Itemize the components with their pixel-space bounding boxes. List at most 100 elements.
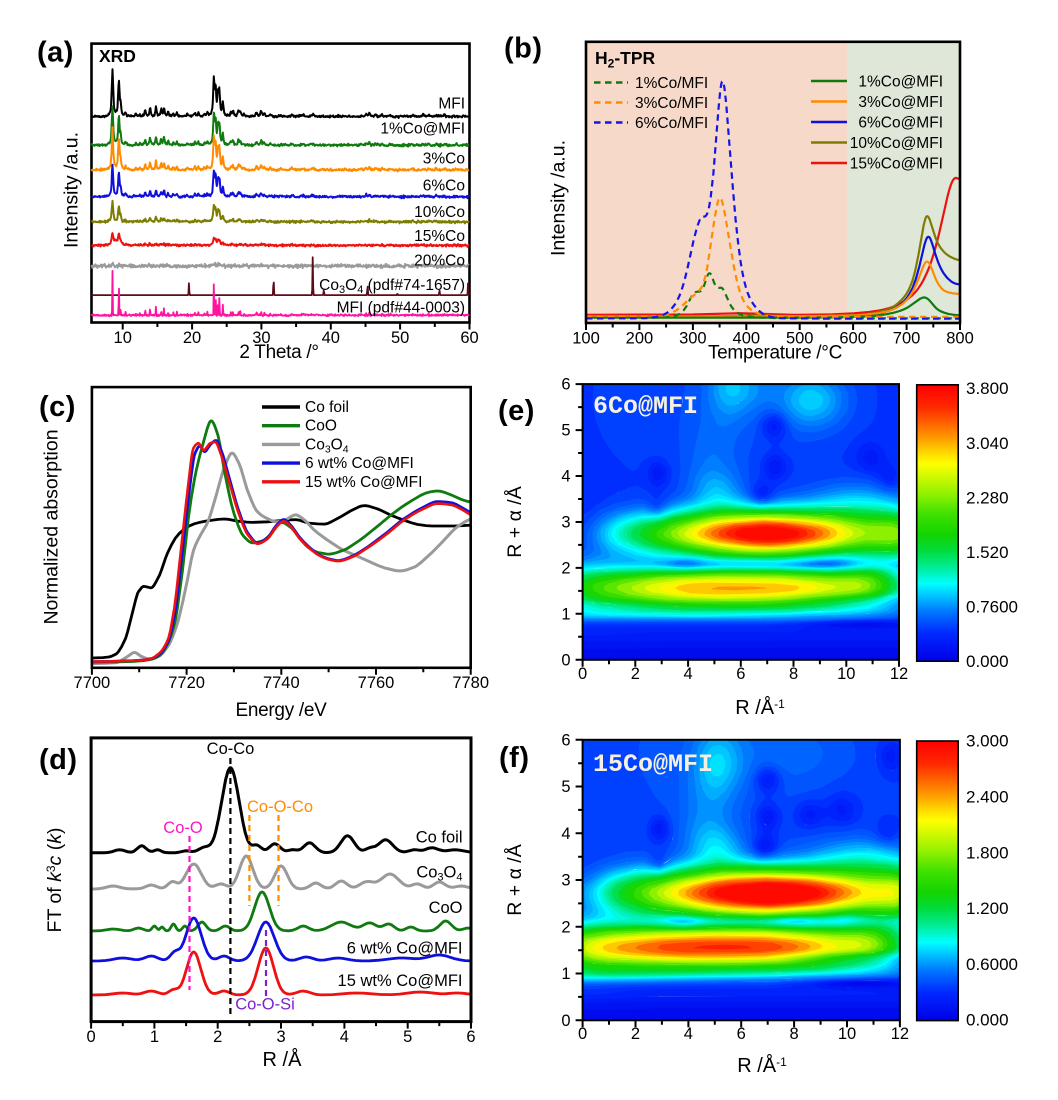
- svg-text:15Co@MFI: 15Co@MFI: [593, 750, 713, 779]
- svg-text:R /Å-1: R /Å-1: [737, 1054, 787, 1077]
- svg-text:0.000: 0.000: [966, 652, 1009, 671]
- svg-text:3.000: 3.000: [966, 732, 1009, 751]
- svg-text:2: 2: [213, 1028, 222, 1046]
- svg-text:500: 500: [786, 330, 814, 348]
- svg-text:10: 10: [837, 665, 855, 683]
- svg-text:CoO: CoO: [305, 418, 337, 435]
- svg-text:10: 10: [838, 1025, 856, 1043]
- svg-text:Co-O-Si: Co-O-Si: [235, 996, 295, 1014]
- svg-text:2 Theta /°: 2 Theta /°: [239, 342, 318, 363]
- svg-text:5: 5: [403, 1028, 412, 1046]
- svg-text:Normalized absorption: Normalized absorption: [41, 429, 63, 624]
- svg-text:2: 2: [631, 665, 640, 683]
- svg-text:0: 0: [561, 1012, 570, 1030]
- svg-text:R /Å-1: R /Å-1: [735, 696, 785, 719]
- svg-text:6 wt% Co@MFI: 6 wt% Co@MFI: [347, 939, 463, 957]
- svg-text:CoO: CoO: [429, 899, 463, 917]
- svg-text:800: 800: [946, 330, 974, 348]
- svg-text:2.400: 2.400: [966, 787, 1009, 806]
- svg-text:7740: 7740: [263, 674, 300, 692]
- svg-text:20%Co: 20%Co: [414, 252, 465, 269]
- svg-text:5: 5: [561, 422, 570, 440]
- svg-text:4: 4: [684, 1025, 693, 1043]
- svg-text:3%Co: 3%Co: [423, 151, 465, 168]
- svg-text:1.200: 1.200: [966, 899, 1009, 918]
- svg-text:3: 3: [561, 513, 570, 531]
- svg-text:10%Co@MFI: 10%Co@MFI: [850, 135, 943, 152]
- svg-text:5: 5: [561, 778, 570, 796]
- svg-text:Temperature /°C: Temperature /°C: [708, 343, 842, 364]
- svg-text:0: 0: [578, 665, 587, 683]
- svg-text:0.7600: 0.7600: [966, 598, 1018, 617]
- svg-text:Co-O: Co-O: [163, 819, 203, 837]
- svg-text:1.520: 1.520: [966, 543, 1009, 562]
- svg-text:(a): (a): [37, 37, 74, 69]
- svg-text:Co-O-Co: Co-O-Co: [247, 798, 313, 816]
- svg-text:12: 12: [891, 1025, 909, 1043]
- svg-text:7780: 7780: [452, 674, 489, 692]
- svg-text:1: 1: [561, 605, 570, 623]
- svg-text:H2-TPR: H2-TPR: [595, 48, 656, 71]
- svg-text:6 wt% Co@MFI: 6 wt% Co@MFI: [305, 455, 414, 472]
- svg-text:6: 6: [561, 376, 570, 394]
- svg-text:1%Co@MFI: 1%Co@MFI: [380, 121, 465, 138]
- svg-text:6: 6: [736, 665, 745, 683]
- svg-text:300: 300: [679, 330, 707, 348]
- svg-text:600: 600: [839, 330, 867, 348]
- svg-text:(e): (e): [498, 395, 535, 427]
- svg-text:6%Co@MFI: 6%Co@MFI: [858, 115, 943, 132]
- svg-text:100: 100: [572, 330, 600, 348]
- svg-text:(c): (c): [39, 391, 76, 423]
- svg-text:2.280: 2.280: [966, 488, 1009, 507]
- svg-text:2: 2: [561, 918, 570, 936]
- svg-text:(d): (d): [39, 744, 78, 776]
- svg-text:40: 40: [322, 329, 340, 347]
- svg-text:Co3O4: Co3O4: [305, 436, 349, 455]
- svg-text:7760: 7760: [358, 674, 395, 692]
- svg-text:XRD: XRD: [99, 46, 136, 66]
- svg-text:0: 0: [578, 1025, 587, 1043]
- svg-text:1%Co/MFI: 1%Co/MFI: [635, 75, 708, 92]
- svg-text:3: 3: [276, 1028, 285, 1046]
- svg-text:4: 4: [561, 468, 570, 486]
- svg-text:10: 10: [114, 329, 132, 347]
- svg-text:FT of k3c (k): FT of k3c (k): [44, 828, 66, 933]
- svg-text:Intensity /a.u.: Intensity /a.u.: [548, 140, 570, 256]
- svg-text:8: 8: [790, 1025, 799, 1043]
- svg-text:Energy /eV: Energy /eV: [236, 700, 328, 721]
- svg-text:10%Co: 10%Co: [414, 204, 465, 221]
- svg-text:Co3O4 (pdf#74-1657): Co3O4 (pdf#74-1657): [319, 277, 465, 296]
- svg-text:6: 6: [737, 1025, 746, 1043]
- svg-text:1%Co@MFI: 1%Co@MFI: [858, 74, 943, 91]
- svg-text:0.6000: 0.6000: [966, 955, 1018, 974]
- svg-text:R + α /Å: R + α /Å: [503, 486, 526, 557]
- svg-text:20: 20: [183, 329, 201, 347]
- svg-text:2: 2: [561, 559, 570, 577]
- svg-text:1.800: 1.800: [966, 843, 1009, 862]
- svg-text:3.800: 3.800: [966, 379, 1009, 398]
- svg-text:6: 6: [561, 731, 570, 749]
- svg-text:3: 3: [561, 872, 570, 890]
- svg-text:Co-Co: Co-Co: [207, 740, 255, 758]
- svg-text:4: 4: [340, 1028, 349, 1046]
- svg-text:15 wt% Co@MFI: 15 wt% Co@MFI: [305, 474, 422, 491]
- svg-text:4: 4: [561, 825, 570, 843]
- svg-text:700: 700: [893, 330, 921, 348]
- svg-text:(b): (b): [504, 33, 543, 65]
- svg-text:(f): (f): [499, 742, 529, 774]
- svg-text:0.000: 0.000: [966, 1011, 1009, 1030]
- svg-text:15%Co@MFI: 15%Co@MFI: [850, 156, 943, 173]
- svg-text:3.040: 3.040: [966, 434, 1009, 453]
- svg-text:6%Co: 6%Co: [423, 178, 465, 195]
- svg-text:3%Co/MFI: 3%Co/MFI: [635, 95, 708, 112]
- svg-text:6Co@MFI: 6Co@MFI: [593, 392, 698, 421]
- svg-text:30: 30: [252, 329, 270, 347]
- svg-text:R + α /Å: R + α /Å: [503, 844, 526, 915]
- svg-text:Co foil: Co foil: [305, 399, 349, 416]
- svg-text:7720: 7720: [168, 674, 205, 692]
- svg-text:Co foil: Co foil: [416, 828, 463, 846]
- svg-text:0: 0: [561, 651, 570, 669]
- svg-text:8: 8: [789, 665, 798, 683]
- svg-text:1: 1: [150, 1028, 159, 1046]
- svg-text:1: 1: [561, 965, 570, 983]
